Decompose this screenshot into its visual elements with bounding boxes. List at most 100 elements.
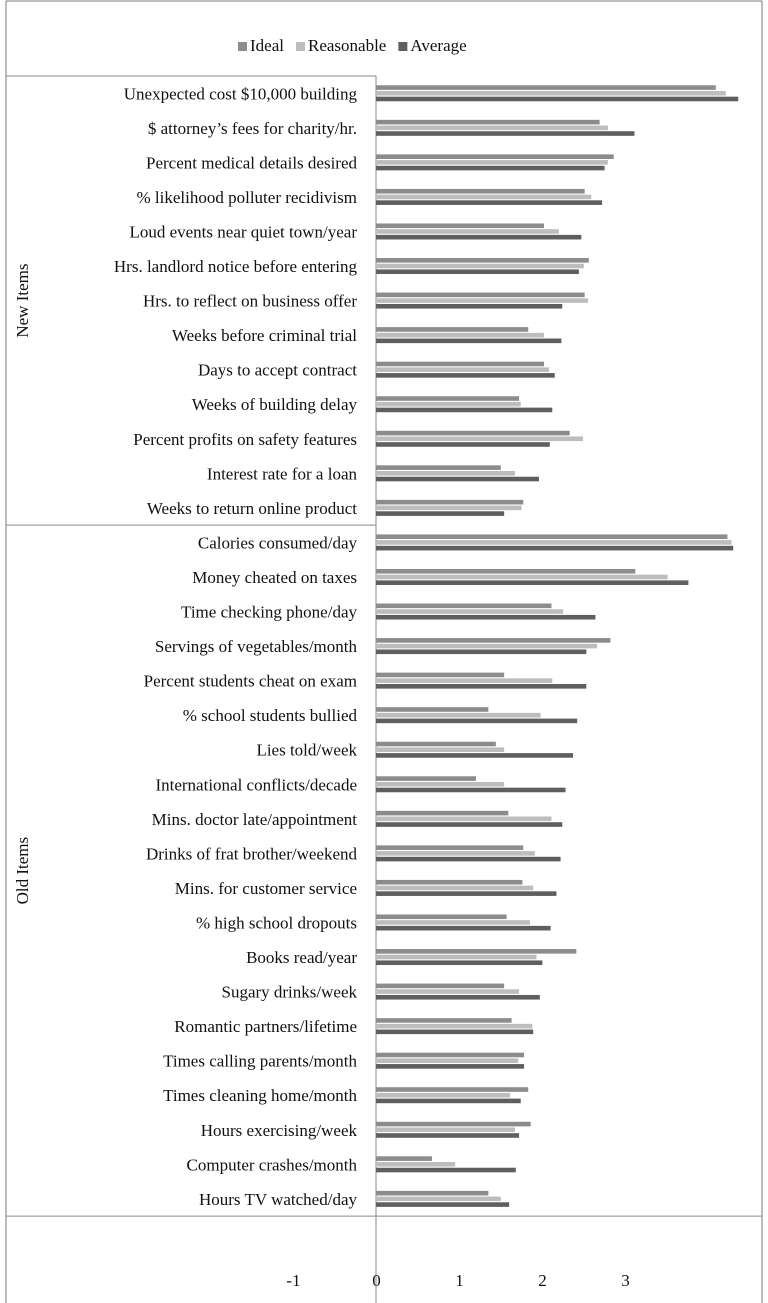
bar-average: [376, 200, 603, 205]
category-label: % school students bullied: [183, 706, 358, 725]
bar-reasonable: [376, 920, 530, 925]
x-tick-label: 0: [372, 1271, 381, 1290]
bar-average: [376, 822, 563, 827]
category-label: % likelihood polluter recidivism: [137, 188, 358, 207]
category-label: Romantic partners/lifetime: [174, 1017, 357, 1036]
category-label: Percent profits on safety features: [133, 430, 357, 449]
bar-reasonable: [376, 989, 520, 994]
bar-ideal: [376, 1018, 512, 1023]
bar-ideal: [376, 914, 507, 920]
group-label: New Items: [13, 264, 32, 338]
category-label: Times calling parents/month: [163, 1052, 357, 1071]
bar-reasonable: [376, 885, 534, 891]
bar-ideal: [376, 1156, 432, 1161]
bar-ideal: [376, 223, 544, 229]
bar-ideal: [376, 1052, 525, 1058]
bar-average: [376, 1098, 521, 1104]
bar-average: [376, 649, 587, 655]
bar-average: [376, 303, 563, 309]
category-label: Hours exercising/week: [201, 1121, 358, 1140]
bar-reasonable: [376, 471, 515, 476]
bar-reasonable: [376, 954, 537, 960]
category-label: Hrs. to reflect on business offer: [143, 292, 357, 311]
bar-ideal: [376, 983, 505, 989]
bar-reasonable: [376, 125, 608, 131]
bar-ideal: [376, 465, 501, 470]
bar-reasonable: [376, 540, 732, 545]
bar-reasonable: [376, 678, 553, 683]
bar-reasonable: [376, 574, 668, 580]
bar-average: [376, 1202, 510, 1207]
bar-reasonable: [376, 1023, 533, 1029]
bar-reasonable: [376, 1196, 501, 1202]
x-tick-label: 2: [538, 1271, 547, 1290]
category-label: Times cleaning home/month: [163, 1086, 357, 1105]
category-label: Days to accept contract: [198, 361, 357, 380]
category-label: Unexpected cost $10,000 building: [124, 84, 358, 103]
bar-average: [376, 925, 551, 931]
bar-ideal: [376, 534, 728, 540]
legend-label-reasonable: Reasonable: [308, 36, 386, 55]
bar-reasonable: [376, 263, 584, 269]
x-tick-label: 1: [455, 1271, 464, 1290]
bar-ideal: [376, 1190, 489, 1196]
category-label: Calories consumed/day: [198, 533, 358, 552]
bar-reasonable: [376, 781, 505, 787]
bar-average: [376, 165, 605, 171]
bar-average: [376, 234, 582, 240]
legend-swatch-average: [398, 42, 408, 51]
bar-average: [376, 753, 574, 758]
bar-average: [376, 891, 557, 896]
category-label: Time checking phone/day: [181, 603, 357, 622]
category-label: Weeks before criminal trial: [172, 326, 357, 345]
category-label: Drinks of frat brother/weekend: [146, 844, 358, 863]
x-tick-label: 3: [621, 1271, 630, 1290]
bar-average: [376, 442, 550, 447]
group-labels: New Items Old Items: [13, 264, 32, 905]
category-label: Hrs. landlord notice before entering: [114, 257, 358, 276]
bar-average: [376, 407, 553, 413]
legend-swatch-ideal: [238, 42, 247, 51]
bar-ideal: [376, 154, 614, 159]
bar-ideal: [376, 292, 585, 298]
bar-average: [376, 511, 505, 516]
bar-average: [376, 994, 540, 1000]
bar-reasonable: [376, 643, 598, 649]
bar-reasonable: [376, 194, 592, 200]
bar-reasonable: [376, 747, 505, 753]
bar-ideal: [376, 430, 570, 436]
legend-label-ideal: Ideal: [250, 36, 284, 55]
category-label: Weeks of building delay: [192, 395, 358, 414]
bar-ideal: [376, 1087, 529, 1092]
bar-ideal: [376, 776, 476, 781]
category-label: Hours TV watched/day: [199, 1190, 358, 1209]
bar-reasonable: [376, 401, 521, 407]
bar-ideal: [376, 396, 520, 401]
bar-average: [376, 960, 543, 966]
bar-average: [376, 1064, 525, 1069]
bar-average: [376, 787, 566, 793]
category-label: Mins. doctor late/appointment: [152, 810, 358, 829]
bar-reasonable: [376, 90, 726, 96]
bar-ideal: [376, 1121, 531, 1127]
bar-reasonable: [376, 332, 544, 338]
category-label: Books read/year: [246, 948, 357, 967]
bar-reasonable: [376, 367, 549, 372]
legend: Ideal Reasonable Average: [238, 36, 467, 55]
bar-ideal: [376, 810, 509, 816]
bar-average: [376, 476, 540, 482]
bar-average: [376, 614, 596, 620]
bar-average: [376, 718, 578, 724]
bar-reasonable: [376, 609, 564, 614]
bar-average: [376, 338, 562, 344]
bar-ideal: [376, 568, 636, 574]
category-label: Servings of vegetables/month: [155, 637, 358, 656]
bar-ideal: [376, 188, 585, 194]
bar-ideal: [376, 603, 552, 609]
bar-reasonable: [376, 851, 535, 856]
category-label: Mins. for customer service: [175, 879, 357, 898]
category-label: International conflicts/decade: [155, 775, 357, 794]
category-label: Percent students cheat on exam: [144, 672, 357, 691]
bar-ideal: [376, 949, 577, 954]
